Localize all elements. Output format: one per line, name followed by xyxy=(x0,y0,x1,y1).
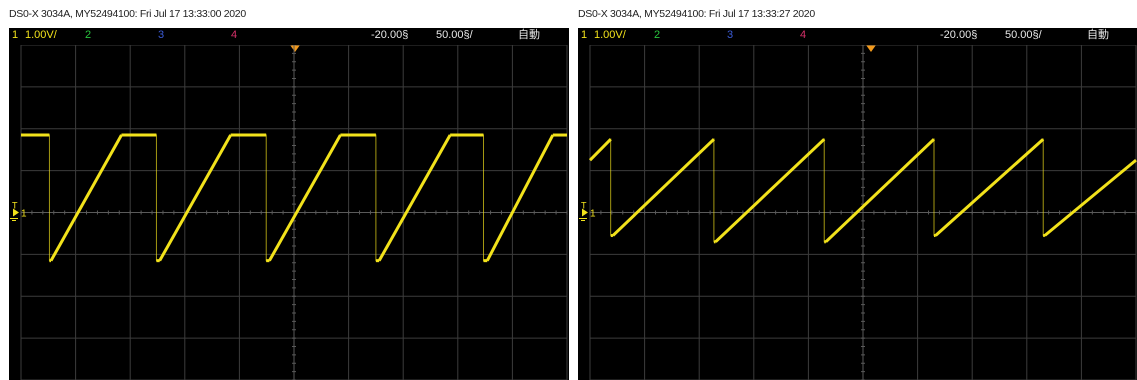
ground-arrow-icon xyxy=(13,208,19,217)
trigger-position-marker xyxy=(866,45,876,52)
timebase: 50.00§/ xyxy=(1005,29,1042,41)
trigger-mode: 自動 xyxy=(1087,29,1109,41)
channel-4-number: 4 xyxy=(231,29,238,41)
ground-level-label: 1 xyxy=(21,209,27,220)
graticule xyxy=(589,45,1137,380)
scope-screenshot-left: DS0-X 3034A, MY52494100: Fri Jul 17 13:3… xyxy=(9,0,569,380)
scope-screenshot-right: DS0-X 3034A, MY52494100: Fri Jul 17 13:3… xyxy=(578,0,1137,380)
channel-1-number: 1 xyxy=(12,29,19,41)
channel-1-trace xyxy=(268,134,342,262)
screenshot-caption: DS0-X 3034A, MY52494100: Fri Jul 17 13:3… xyxy=(9,8,246,20)
channel-1-trace xyxy=(824,138,936,243)
channel-1-scale: 1.00V/ xyxy=(594,29,626,41)
channel-1-trace xyxy=(377,134,452,262)
channel-1-trace xyxy=(588,138,612,162)
channel-1-ground-marker: T1 xyxy=(579,201,596,221)
channel-1-trace xyxy=(611,138,715,237)
channel-2-number: 2 xyxy=(654,29,661,41)
graticule xyxy=(20,45,568,380)
ground-arrow-icon xyxy=(582,208,588,217)
trigger-delay: -20.00§ xyxy=(940,29,978,41)
channel-3-number: 3 xyxy=(727,29,734,41)
channel-1-trace xyxy=(934,138,1045,237)
channel-1-trace xyxy=(485,134,555,262)
status-bar: 1 1.00V/ 2 3 4 -20.00§ 50.00§/ 自動 xyxy=(9,28,569,42)
channel-1-number: 1 xyxy=(581,29,588,41)
channel-1-trace xyxy=(714,138,826,243)
channel-4-number: 4 xyxy=(800,29,807,41)
channel-1-scale: 1.00V/ xyxy=(25,29,57,41)
trigger-level-marker: T xyxy=(12,201,18,211)
status-bar: 1 1.00V/ 2 3 4 -20.00§ 50.00§/ 自動 xyxy=(578,28,1137,42)
channel-1-trace xyxy=(158,134,232,262)
channel-1-trace xyxy=(1043,159,1137,237)
channel-3-number: 3 xyxy=(158,29,165,41)
trigger-delay: -20.00§ xyxy=(371,29,409,41)
channel-1-ground-marker: T1 xyxy=(10,201,27,221)
trigger-level-marker: T xyxy=(581,201,587,211)
channel-2-number: 2 xyxy=(85,29,92,41)
ground-level-label: 1 xyxy=(590,209,596,220)
waveform-plot: T1 xyxy=(10,45,568,380)
screenshot-caption: DS0-X 3034A, MY52494100: Fri Jul 17 13:3… xyxy=(578,8,815,20)
channel-1-trace xyxy=(49,134,123,262)
timebase: 50.00§/ xyxy=(436,29,473,41)
trigger-mode: 自動 xyxy=(518,29,540,41)
waveform-plot: T1 xyxy=(579,45,1137,380)
trigger-position-marker xyxy=(290,45,300,52)
